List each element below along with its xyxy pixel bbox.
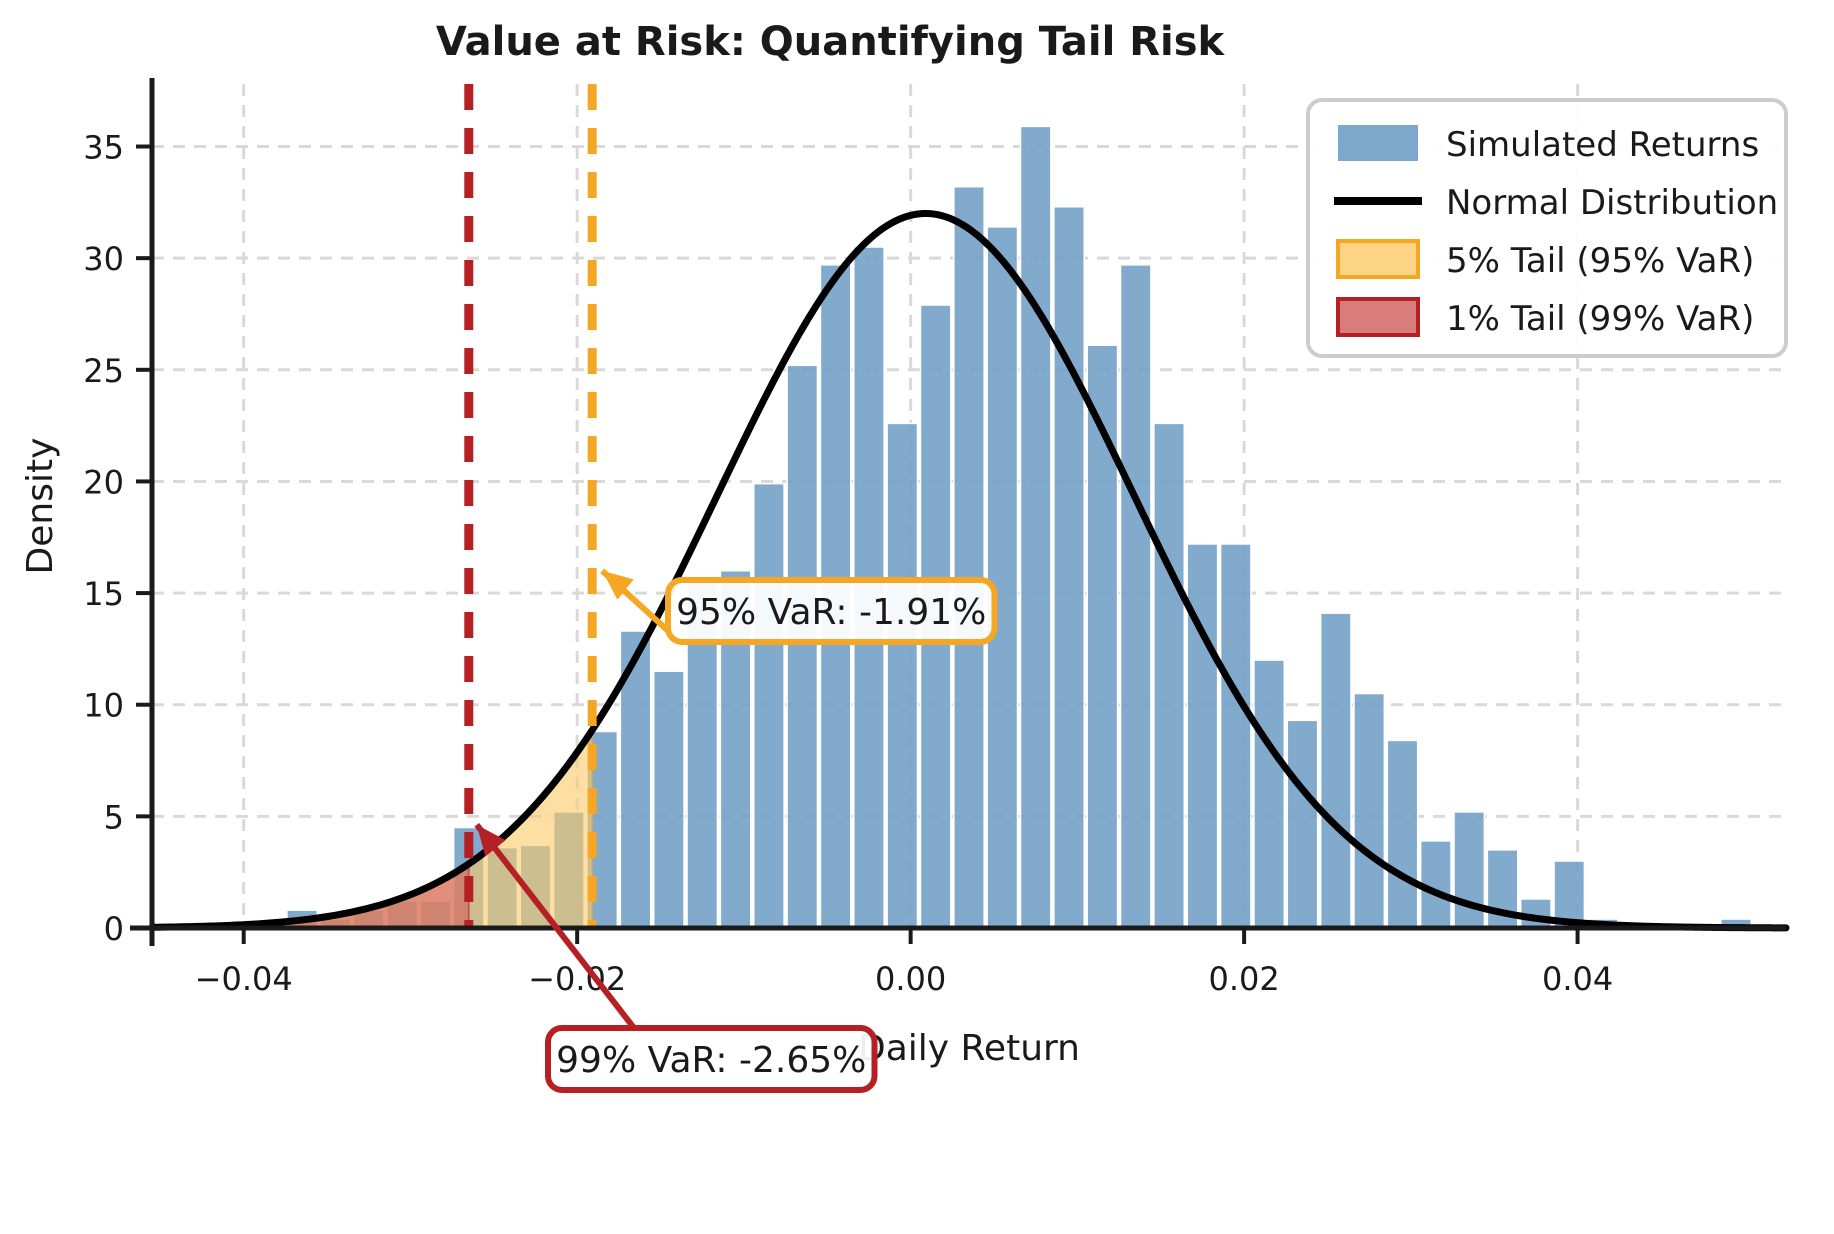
var-99-annotation-text: 99% VaR: -2.65% [556, 1040, 866, 1081]
var-threshold-lines [464, 84, 597, 928]
normal-distribution-curve [148, 210, 1790, 932]
y-tick-label: 35 [83, 129, 124, 167]
histogram-bar [652, 670, 685, 929]
legend-label: 5% Tail (95% VaR) [1446, 241, 1754, 281]
histogram-bar [1319, 612, 1352, 929]
legend-label: Normal Distribution [1446, 183, 1778, 223]
legend-swatch [1336, 239, 1420, 279]
y-tick-label: 20 [83, 463, 124, 501]
x-tick-label: 0.02 [1208, 960, 1279, 998]
histogram-bar [1386, 739, 1419, 929]
histogram-bar [1186, 543, 1219, 929]
var-99-annotation-box [545, 1025, 878, 1093]
y-tick-label: 15 [83, 575, 124, 613]
histogram-bar [1153, 422, 1186, 929]
x-tick-label: −0.02 [528, 960, 626, 998]
legend-label: 1% Tail (99% VaR) [1446, 299, 1754, 339]
histogram-bar [752, 482, 785, 929]
y-tick-label: 30 [83, 240, 124, 278]
tick-labels: 0 5 10 15 20 25 30 35 −0.04 −0.02 0.00 0.02 0.04 [83, 129, 1613, 998]
x-tick-label: −0.04 [195, 960, 293, 998]
histogram-bar [786, 364, 819, 929]
annotations: 95% VaR: -1.91% 99% VaR: -2.65% [474, 568, 998, 1093]
histogram-bar [1086, 344, 1119, 929]
histogram-bar [1253, 659, 1286, 929]
x-axis-label: Daily Return [858, 1028, 1080, 1069]
annotation-arrow-line [474, 822, 637, 1030]
y-axis-label: Density [20, 438, 61, 575]
x-tick-label: 0.04 [1542, 960, 1613, 998]
legend-swatch [1336, 297, 1420, 337]
var-95-annotation-text: 95% VaR: -1.91% [676, 592, 986, 633]
chart-title: Value at Risk: Quantifying Tail Risk [436, 19, 1226, 65]
histogram-bar [1053, 206, 1085, 929]
annotation-arrow-head [602, 570, 634, 600]
var-95-annotation-box [665, 577, 998, 645]
y-tick-label: 0 [104, 910, 124, 948]
legend-item[interactable]: 1% Tail (99% VaR) [1336, 297, 1754, 339]
histogram-bar [986, 226, 1019, 929]
histogram-bar [1019, 125, 1052, 929]
axes [130, 78, 1786, 946]
histogram-bars [286, 125, 1752, 929]
legend-item[interactable]: Normal Distribution [1334, 183, 1778, 223]
histogram-bar [953, 185, 985, 929]
x-tick-label: 0.00 [875, 960, 946, 998]
legend-box [1306, 98, 1788, 358]
y-tick-label: 5 [104, 798, 124, 836]
y-tick-label: 25 [83, 352, 124, 390]
legend-item[interactable]: 5% Tail (95% VaR) [1336, 239, 1754, 281]
normal-curve-line [148, 210, 1790, 932]
legend-item[interactable]: Simulated Returns [1338, 125, 1759, 165]
legend-swatch [1338, 125, 1418, 161]
histogram-bar [1286, 719, 1319, 929]
annotation-arrow-head [476, 824, 506, 857]
chart-legend[interactable]: Simulated Returns Normal Distribution 5% T… [1306, 98, 1788, 358]
y-tick-label: 10 [83, 687, 124, 725]
histogram-bar [1219, 543, 1252, 929]
histogram-bar [886, 422, 919, 929]
histogram-bar [1119, 264, 1152, 929]
legend-label: Simulated Returns [1446, 125, 1759, 165]
histogram-bar [1353, 692, 1386, 929]
